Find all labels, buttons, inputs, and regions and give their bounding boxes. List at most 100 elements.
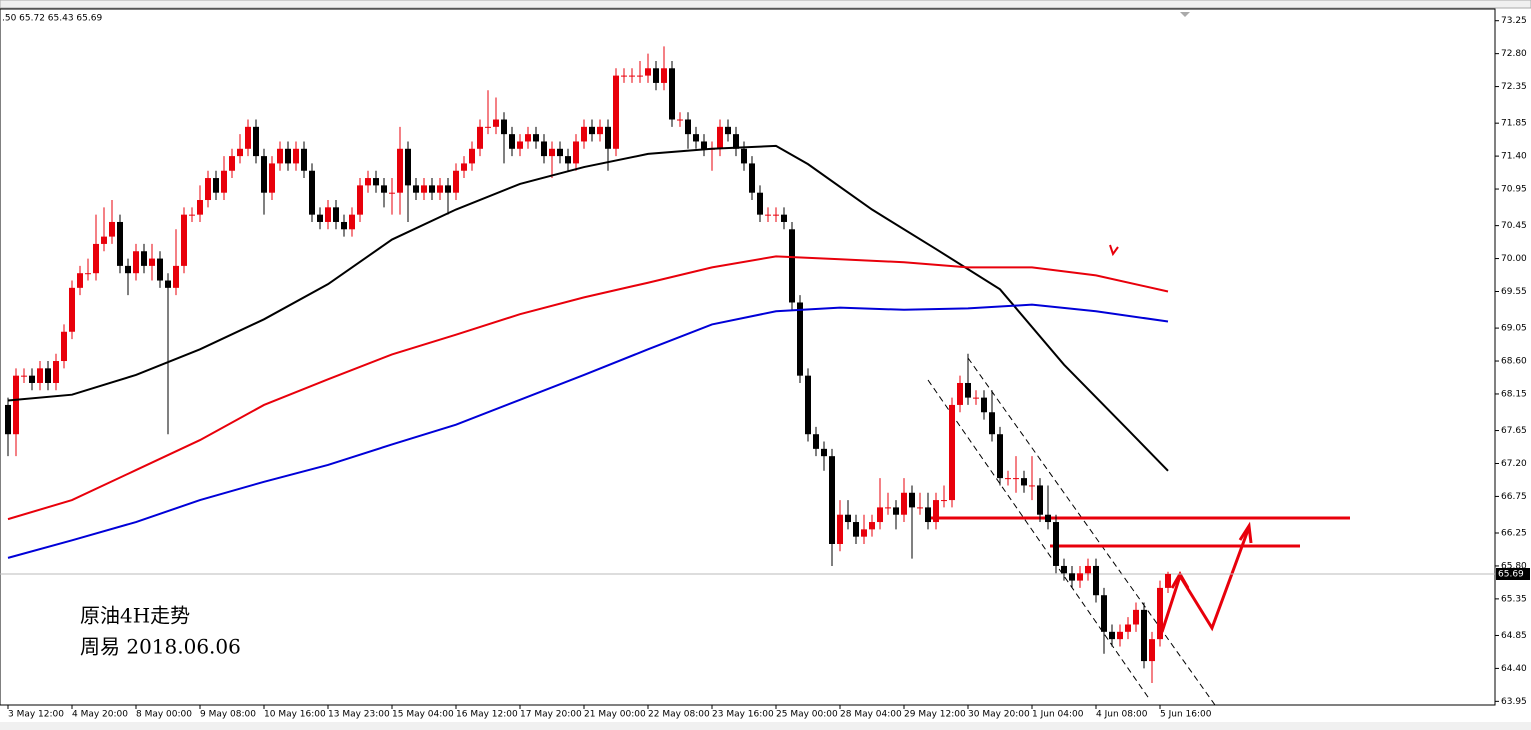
annotation: 原油4H走势 xyxy=(80,604,190,628)
candle-body xyxy=(653,68,659,83)
candle-body xyxy=(557,148,563,157)
candle-body xyxy=(413,185,419,193)
x-tick-label: 21 May 00:00 xyxy=(584,710,646,720)
candle-body xyxy=(309,170,315,215)
candle-body xyxy=(85,273,91,275)
candle-body xyxy=(621,75,627,77)
y-tick-label: 66.75 xyxy=(1501,492,1527,502)
candle-body xyxy=(421,185,427,193)
candle-body xyxy=(805,375,811,435)
candle-body xyxy=(949,404,955,501)
candle-body xyxy=(13,375,19,435)
candle-body xyxy=(29,375,35,383)
candle-body xyxy=(1085,565,1091,574)
candle-body xyxy=(549,148,555,157)
candle-body xyxy=(229,156,235,171)
candle-body xyxy=(149,258,155,266)
candle-body xyxy=(485,126,491,128)
candle-body xyxy=(197,200,203,215)
candle-body xyxy=(189,214,195,216)
x-tick-label: 8 May 00:00 xyxy=(136,710,192,720)
x-tick-label: 30 May 20:00 xyxy=(968,710,1030,720)
candle-body xyxy=(669,68,675,120)
candle-body xyxy=(261,156,267,193)
candle-body xyxy=(269,163,275,193)
x-tick-label: 13 May 23:00 xyxy=(328,710,390,720)
x-tick-label: 10 May 16:00 xyxy=(264,710,326,720)
drawings xyxy=(927,244,1350,706)
candle-body xyxy=(381,185,387,193)
y-tick-label: 73.25 xyxy=(1501,16,1527,26)
candle-body xyxy=(605,126,611,149)
candle-body xyxy=(909,492,915,508)
candle-body xyxy=(397,148,403,193)
candle-body xyxy=(61,331,67,362)
candle-body xyxy=(405,148,411,186)
candle-body xyxy=(461,163,467,171)
candle-body xyxy=(125,265,131,274)
candle-body xyxy=(437,185,443,193)
moving-average xyxy=(7,255,1169,521)
candle-body xyxy=(93,243,99,274)
candle-body xyxy=(573,141,579,164)
candle-body xyxy=(493,119,499,127)
y-tick-label: 69.05 xyxy=(1501,324,1527,334)
header: .50 65.72 65.43 65.69 xyxy=(2,14,102,24)
y-tick-label: 64.85 xyxy=(1501,631,1527,641)
candle-body xyxy=(77,273,83,288)
candle-body xyxy=(1029,485,1035,487)
x-tick-label: 4 Jun 08:00 xyxy=(1096,710,1148,720)
candle-body xyxy=(589,126,595,135)
y-tick-label: 67.65 xyxy=(1501,426,1527,436)
shift-marker xyxy=(1180,12,1190,17)
candle-body xyxy=(133,251,139,274)
candle-body xyxy=(845,514,851,523)
candle-body xyxy=(717,126,723,149)
x-tick-label: 5 Jun 16:00 xyxy=(1160,710,1212,720)
candle-body xyxy=(661,68,667,83)
candle-body xyxy=(389,192,395,194)
candle-body xyxy=(301,148,307,171)
candle-body xyxy=(253,126,259,157)
candle-body xyxy=(1101,595,1107,632)
candle-body xyxy=(1037,485,1043,515)
candle-body xyxy=(701,141,707,149)
y-tick-label: 67.20 xyxy=(1501,459,1527,469)
candle-body xyxy=(101,236,107,244)
candle-body xyxy=(1069,573,1075,581)
candle-body xyxy=(877,507,883,523)
candle-body xyxy=(5,404,11,435)
candle-body xyxy=(989,412,995,435)
candle-body xyxy=(1045,514,1051,523)
y-tick-label: 72.80 xyxy=(1501,49,1527,59)
candle-body xyxy=(1125,624,1131,632)
candle-body xyxy=(1117,631,1123,640)
candle-body xyxy=(141,251,147,266)
y-tick-label: 68.15 xyxy=(1501,389,1527,399)
candle-body xyxy=(597,126,603,135)
candle-body xyxy=(357,185,363,215)
candle-body xyxy=(837,514,843,544)
candle-body xyxy=(1061,565,1067,574)
y-tick-label: 69.55 xyxy=(1501,287,1527,297)
candle-body xyxy=(965,382,971,398)
candle-body xyxy=(925,507,931,523)
candle-body xyxy=(1141,609,1147,662)
arrow-head xyxy=(1238,521,1253,544)
candle-body xyxy=(293,148,299,164)
candle-body xyxy=(181,214,187,266)
x-tick-label: 28 May 04:00 xyxy=(840,710,902,720)
candle-body xyxy=(325,207,331,222)
candle-body xyxy=(645,68,651,76)
scrollbar xyxy=(0,722,1531,730)
candle-body xyxy=(869,522,875,530)
candle-body xyxy=(237,148,243,157)
candle-body xyxy=(1021,478,1027,486)
candle-body xyxy=(997,434,1003,479)
toolbar xyxy=(0,0,1531,9)
candle-body xyxy=(245,126,251,149)
candle-body xyxy=(469,148,475,164)
candle-body xyxy=(445,185,451,193)
candle-body xyxy=(581,126,587,142)
